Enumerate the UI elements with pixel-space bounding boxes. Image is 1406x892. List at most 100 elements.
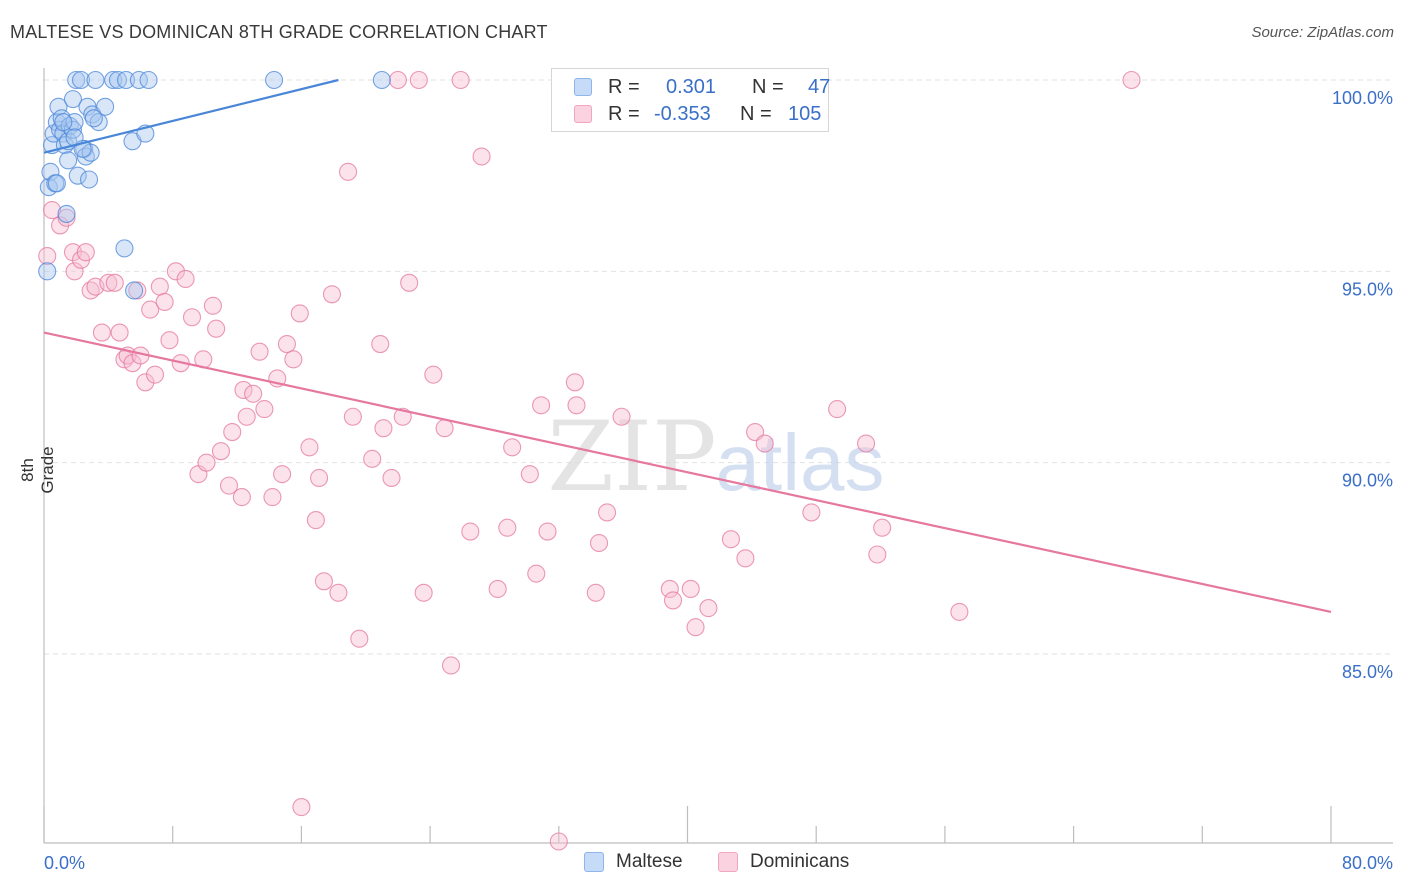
- dominican-point: [211, 442, 231, 461]
- legend-r-label: R =: [608, 102, 640, 125]
- dominican-point: [503, 438, 522, 457]
- maltese-trend-line: [43, 78, 339, 154]
- dominican-point: [223, 423, 242, 442]
- maltese-point: [125, 281, 144, 300]
- dominican-point: [699, 599, 718, 618]
- dominican-point: [182, 308, 202, 327]
- dominican-point: [424, 365, 443, 384]
- maltese-point: [47, 174, 66, 193]
- dominican-point: [435, 419, 454, 438]
- dominican-point: [51, 216, 70, 235]
- legend-n-label: N =: [740, 102, 772, 125]
- dominican-point: [868, 545, 887, 564]
- dominican-point: [255, 400, 274, 419]
- dominican-point: [589, 533, 609, 553]
- dominican-point: [203, 296, 222, 315]
- dominican-point: [92, 323, 111, 342]
- maltese-point: [116, 70, 136, 90]
- series-label-maltese: Maltese: [616, 851, 683, 872]
- dominican-point: [409, 70, 428, 90]
- dominican-point: [155, 292, 174, 311]
- dominican-point: [277, 334, 296, 354]
- dominican-point: [232, 488, 251, 507]
- dominican-point: [322, 285, 342, 304]
- dominican-point: [57, 208, 76, 227]
- y-tick-label: 100.0%: [1332, 88, 1393, 108]
- dominican-point: [141, 300, 160, 319]
- maltese-point: [71, 70, 91, 90]
- dominican-point: [234, 380, 253, 400]
- dominican-point: [586, 583, 605, 602]
- dominican-point: [721, 530, 740, 549]
- maltese-point: [79, 170, 99, 189]
- maltese-point: [59, 151, 78, 170]
- dominican-point: [207, 319, 226, 338]
- dominican-point: [284, 350, 303, 369]
- dominican-point: [565, 373, 584, 392]
- dominican-point: [166, 262, 185, 281]
- dominican-point: [292, 798, 311, 817]
- dominican-point: [382, 468, 401, 488]
- dominican-point: [736, 549, 755, 568]
- dominican-point: [263, 488, 282, 507]
- legend-n-value: 105: [788, 102, 822, 125]
- dominican-point: [99, 273, 118, 292]
- maltese-point: [265, 70, 284, 90]
- dominican-point: [371, 334, 390, 354]
- dominican-point: [461, 522, 480, 541]
- watermark-zip: ZIP: [547, 401, 716, 513]
- maltese-point: [129, 70, 148, 90]
- dominican-point: [549, 832, 568, 851]
- legend-swatch-maltese: [574, 78, 592, 96]
- maltese-point: [41, 162, 60, 181]
- legend-n-value: 47: [808, 75, 831, 98]
- legend-row-maltese: R = 0.301 N = 47: [574, 73, 830, 101]
- maltese-point: [67, 70, 86, 90]
- dominican-point: [65, 262, 84, 281]
- dominican-point: [400, 273, 419, 292]
- dominican-point: [873, 518, 892, 537]
- dominican-point: [374, 419, 393, 438]
- dominican-point: [527, 564, 546, 583]
- dominican-point: [110, 323, 129, 342]
- legend-r-value: -0.353: [654, 102, 711, 125]
- data-points: [38, 70, 1141, 851]
- dominican-point: [538, 522, 557, 541]
- dominican-point: [314, 572, 333, 591]
- maltese-point: [38, 262, 57, 281]
- chart-title: MALTESE VS DOMINICAN 8TH GRADE CORRELATI…: [10, 22, 548, 42]
- grid-lines: [44, 79, 1393, 655]
- dominican-point: [329, 583, 348, 602]
- dominican-point: [802, 503, 821, 522]
- dominican-point: [414, 583, 433, 602]
- dominican-point: [686, 618, 705, 637]
- dominican-point: [681, 579, 700, 598]
- maltese-point: [68, 166, 87, 185]
- dominican-point: [150, 277, 169, 296]
- maltese-point: [63, 90, 83, 109]
- dominican-point: [857, 434, 876, 453]
- legend-row-dominicans: R = -0.353 N = 105: [574, 100, 821, 128]
- dominican-point: [950, 602, 969, 621]
- dominican-trend-line: [43, 331, 1332, 613]
- dominican-point: [290, 304, 309, 323]
- dominican-point: [488, 579, 507, 598]
- dominican-point: [660, 579, 679, 598]
- axes: [43, 68, 1393, 844]
- dominican-point: [160, 331, 179, 350]
- y-tick-label: 85.0%: [1342, 662, 1393, 682]
- dominican-point: [250, 342, 269, 361]
- x-tick-label: 80.0%: [1342, 853, 1393, 873]
- legend-r-value: 0.301: [666, 75, 717, 98]
- source-label: Source: ZipAtlas.com: [1251, 24, 1394, 41]
- dominican-point: [498, 518, 517, 537]
- dominican-point: [567, 396, 586, 415]
- maltese-point: [63, 120, 83, 139]
- dominican-point: [520, 465, 539, 484]
- dominican-point: [663, 591, 683, 610]
- dominican-point: [1122, 70, 1141, 90]
- tick-labels: 85.0% 90.0% 95.0% 100.0% 0.0% 80.0%: [44, 88, 1393, 873]
- dominican-point: [176, 269, 195, 289]
- dominican-point: [300, 438, 319, 457]
